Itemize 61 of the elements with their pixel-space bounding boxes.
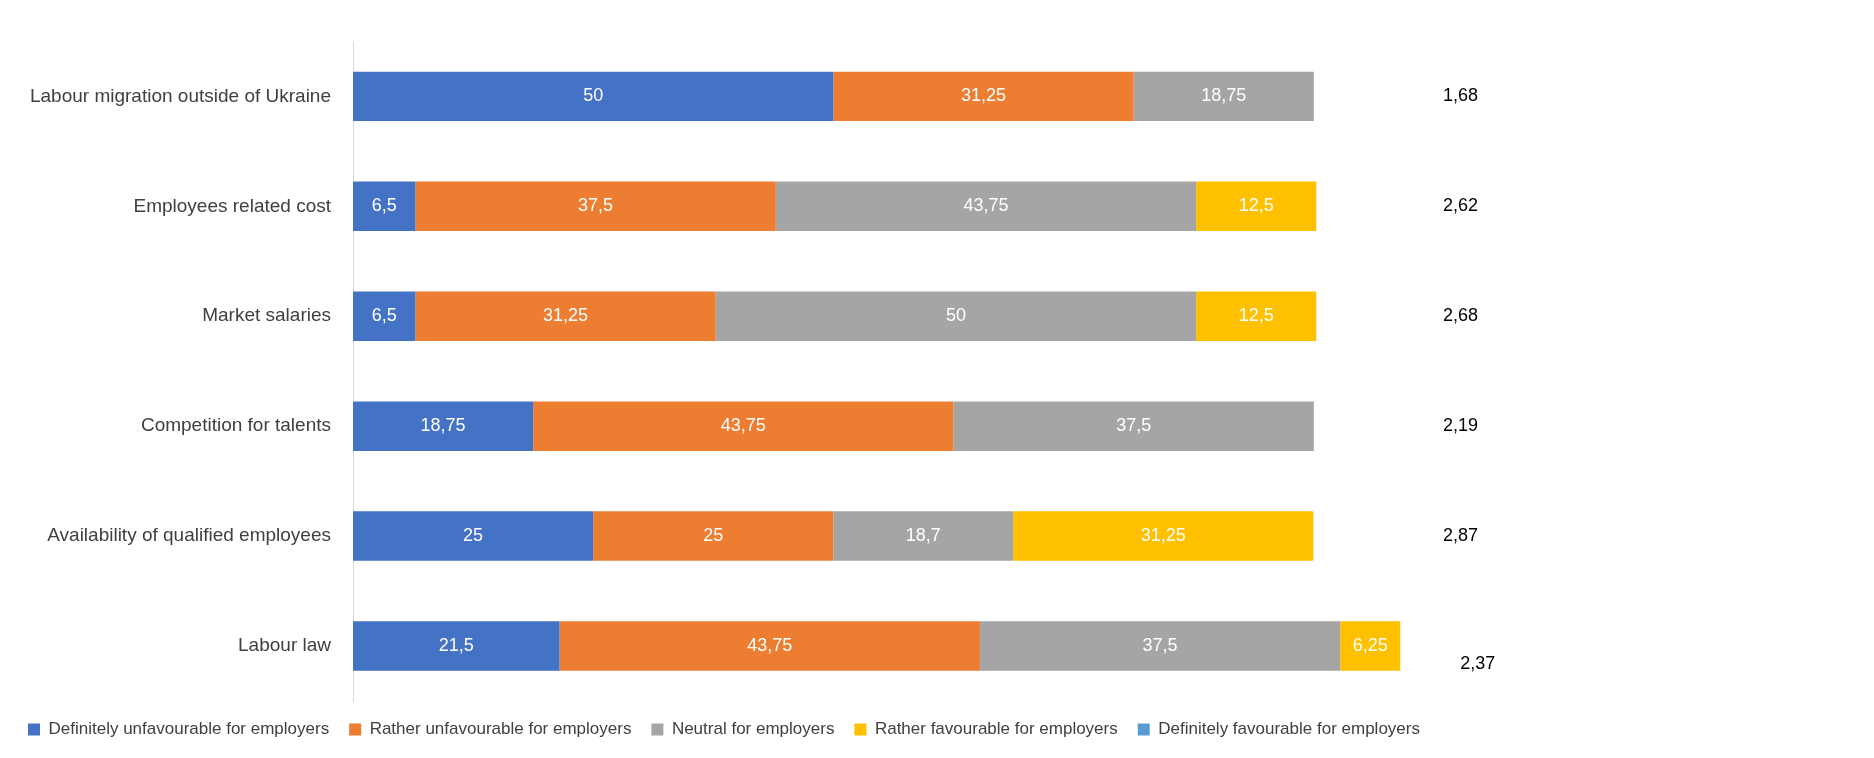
text: 2,68 — [1443, 305, 1479, 326]
bar — [559, 621, 980, 671]
y-tick-label: Employees related cost — [133, 194, 332, 216]
bar — [593, 511, 834, 561]
bar — [353, 181, 416, 232]
bar — [353, 291, 416, 341]
legend-label: Rather unfavourable for employers — [369, 719, 632, 739]
data-label: 25 — [703, 525, 724, 546]
data-label: 37,5 — [1142, 635, 1178, 655]
bar — [1133, 71, 1314, 122]
text: 2,87 — [1443, 525, 1479, 546]
text: 2,62 — [1443, 195, 1479, 216]
data-label: 43,75 — [963, 195, 1009, 216]
data-label: 50 — [583, 85, 604, 106]
bar — [1340, 621, 1401, 671]
bar — [715, 291, 1197, 341]
legend-label: Rather favourable for employers — [874, 719, 1118, 739]
data-label: 12,5 — [1238, 305, 1274, 326]
legend-label: Definitely unfavourable for employers — [48, 719, 330, 739]
data-label: 6,25 — [1352, 635, 1388, 655]
data-label: 43,75 — [720, 415, 766, 436]
text: 1,68 — [1443, 85, 1479, 106]
data-label: 37,5 — [578, 195, 614, 216]
text: 2,19 — [1443, 415, 1479, 436]
bar — [533, 401, 954, 451]
data-label: 31,25 — [1140, 525, 1186, 546]
bar — [1013, 511, 1314, 561]
bar — [1196, 181, 1317, 232]
bar — [415, 291, 716, 341]
data-label: 31,25 — [961, 85, 1007, 106]
bar — [415, 181, 776, 232]
y-tick-label: Competition for talents — [140, 414, 331, 436]
bar — [353, 401, 534, 451]
data-label: 31,25 — [543, 305, 589, 326]
y-tick-label: Market salaries — [202, 304, 331, 326]
data-label: 6,5 — [371, 195, 397, 216]
bar — [833, 71, 1134, 122]
data-label: 50 — [945, 305, 966, 326]
y-tick-label: Availability of qualified employees — [47, 524, 331, 546]
data-label: 18,7 — [905, 525, 941, 546]
bar — [353, 511, 594, 561]
bar — [833, 511, 1014, 561]
bar — [353, 621, 560, 671]
bar — [953, 401, 1314, 451]
bar — [775, 181, 1197, 232]
data-label: 25 — [463, 525, 484, 546]
bar — [979, 621, 1341, 671]
text: 2,37 — [1460, 653, 1496, 673]
legend-label: Definitely favourable for employers — [1158, 719, 1420, 739]
bar — [1196, 291, 1317, 341]
legend-label: Neutral for employers — [671, 719, 835, 739]
data-label: 43,75 — [747, 635, 793, 655]
bar — [353, 71, 834, 122]
data-label: 37,5 — [1116, 415, 1152, 436]
data-label: 18,75 — [420, 415, 466, 436]
data-label: 12,5 — [1238, 195, 1274, 216]
y-tick-label: Labour law — [238, 634, 332, 656]
data-label: 18,75 — [1201, 85, 1247, 106]
data-label: 21,5 — [438, 635, 474, 655]
data-label: 6,5 — [371, 305, 397, 326]
y-tick-label: Labour migration outside of Ukraine — [29, 84, 331, 106]
